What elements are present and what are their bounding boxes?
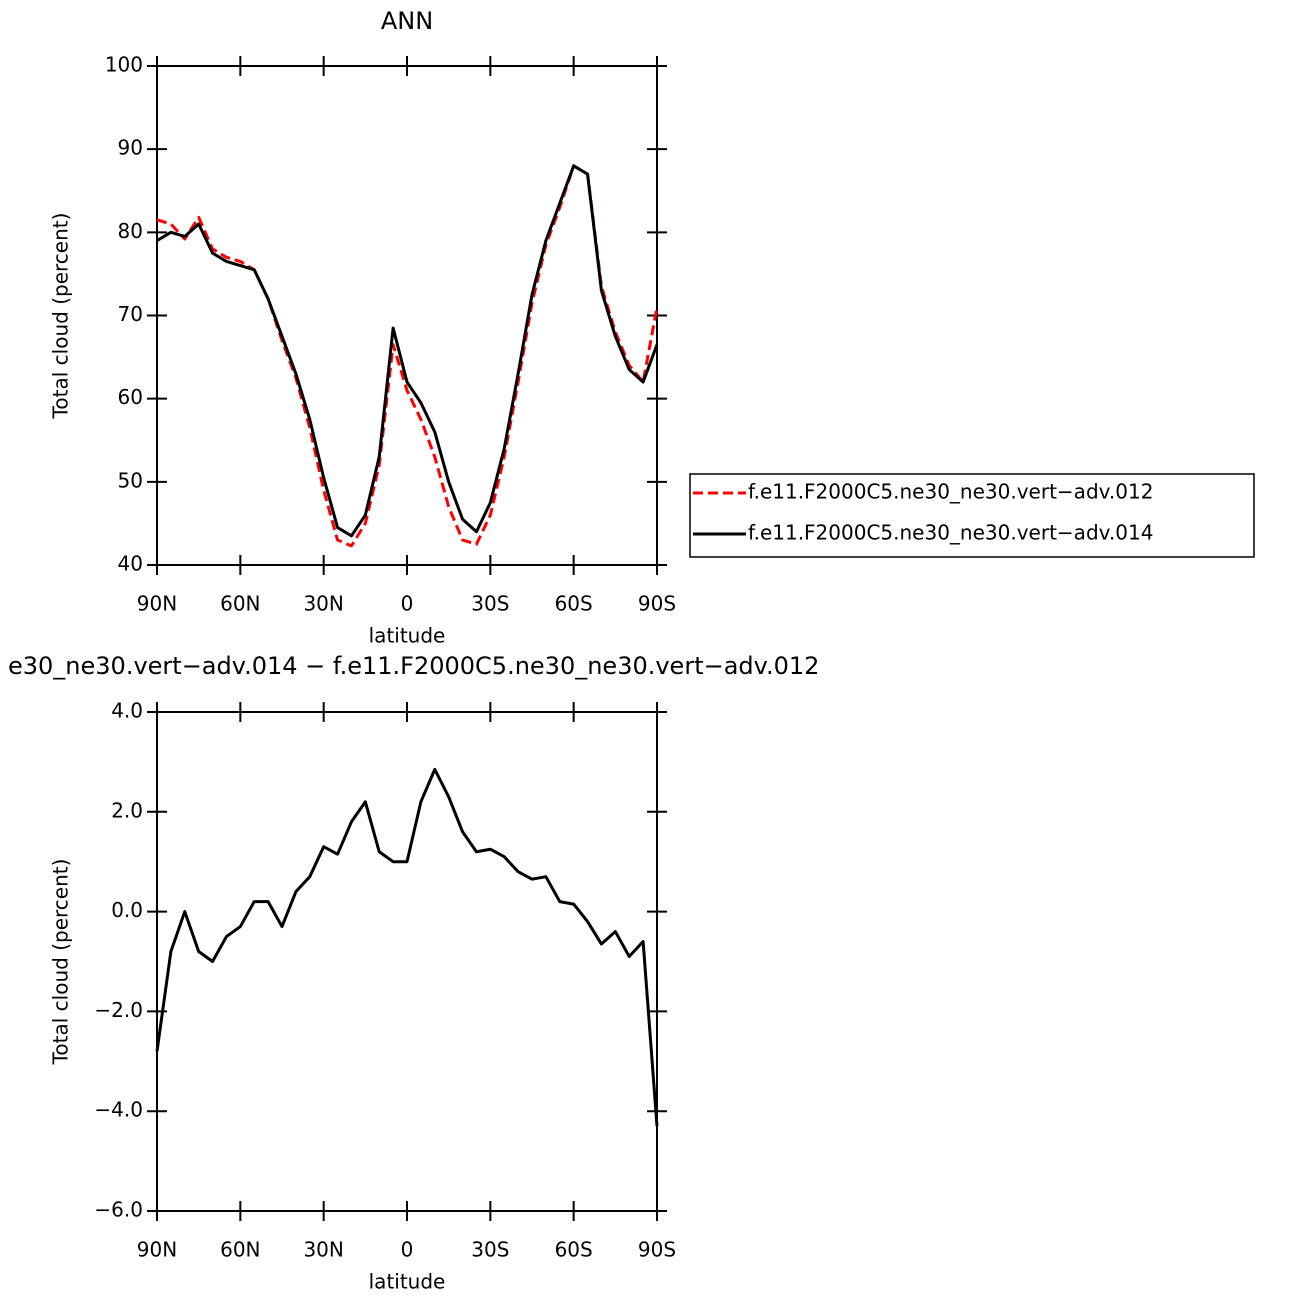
x-tick-label: 90S xyxy=(638,1238,676,1262)
x-tick-label: 90N xyxy=(137,592,177,616)
x-tick-label: 30N xyxy=(303,592,343,616)
chart-title: ANN xyxy=(381,7,433,35)
x-tick-label: 60S xyxy=(555,592,593,616)
x-axis-label: latitude xyxy=(369,624,446,648)
x-axis-label: latitude xyxy=(369,1270,446,1294)
x-tick-label: 30S xyxy=(471,1238,509,1262)
series-line xyxy=(155,767,659,1127)
x-tick-label: 0 xyxy=(401,1238,414,1262)
y-tick-label: −2.0 xyxy=(94,998,143,1022)
plot-frame xyxy=(156,65,658,566)
plot-frame xyxy=(156,711,658,1212)
legend-label: f.e11.F2000C5.ne30_ne30.vert−adv.012 xyxy=(748,480,1153,504)
x-tick-label: 60S xyxy=(555,1238,593,1262)
legend-box xyxy=(689,473,1255,558)
legend-label: f.e11.F2000C5.ne30_ne30.vert−adv.014 xyxy=(748,521,1153,545)
y-tick-label: 60 xyxy=(118,385,143,409)
x-tick-label: 90N xyxy=(137,1238,177,1262)
y-tick-label: 40 xyxy=(118,552,143,576)
y-tick-label: 2.0 xyxy=(111,798,143,822)
x-tick-label: 60N xyxy=(220,1238,260,1262)
series-line xyxy=(156,164,659,548)
chart-title: e30_ne30.vert−adv.014 − f.e11.F2000C5.ne… xyxy=(8,652,819,680)
y-tick-label: 80 xyxy=(118,219,143,243)
y-tick-label: 0.0 xyxy=(111,898,143,922)
y-tick-label: 90 xyxy=(118,136,143,160)
y-tick-label: −6.0 xyxy=(94,1198,143,1222)
x-tick-label: 30N xyxy=(303,1238,343,1262)
y-tick-label: −4.0 xyxy=(94,1098,143,1122)
y-axis-label: Total cloud (percent) xyxy=(49,213,73,420)
y-tick-label: 50 xyxy=(118,468,143,492)
x-tick-label: 60N xyxy=(220,592,260,616)
y-tick-label: 70 xyxy=(118,302,143,326)
y-axis-label: Total cloud (percent) xyxy=(49,859,73,1066)
y-tick-label: 100 xyxy=(105,53,143,77)
series-line xyxy=(156,164,659,538)
y-tick-label: 4.0 xyxy=(111,699,143,723)
x-tick-label: 90S xyxy=(638,592,676,616)
x-tick-label: 0 xyxy=(401,592,414,616)
x-tick-label: 30S xyxy=(471,592,509,616)
